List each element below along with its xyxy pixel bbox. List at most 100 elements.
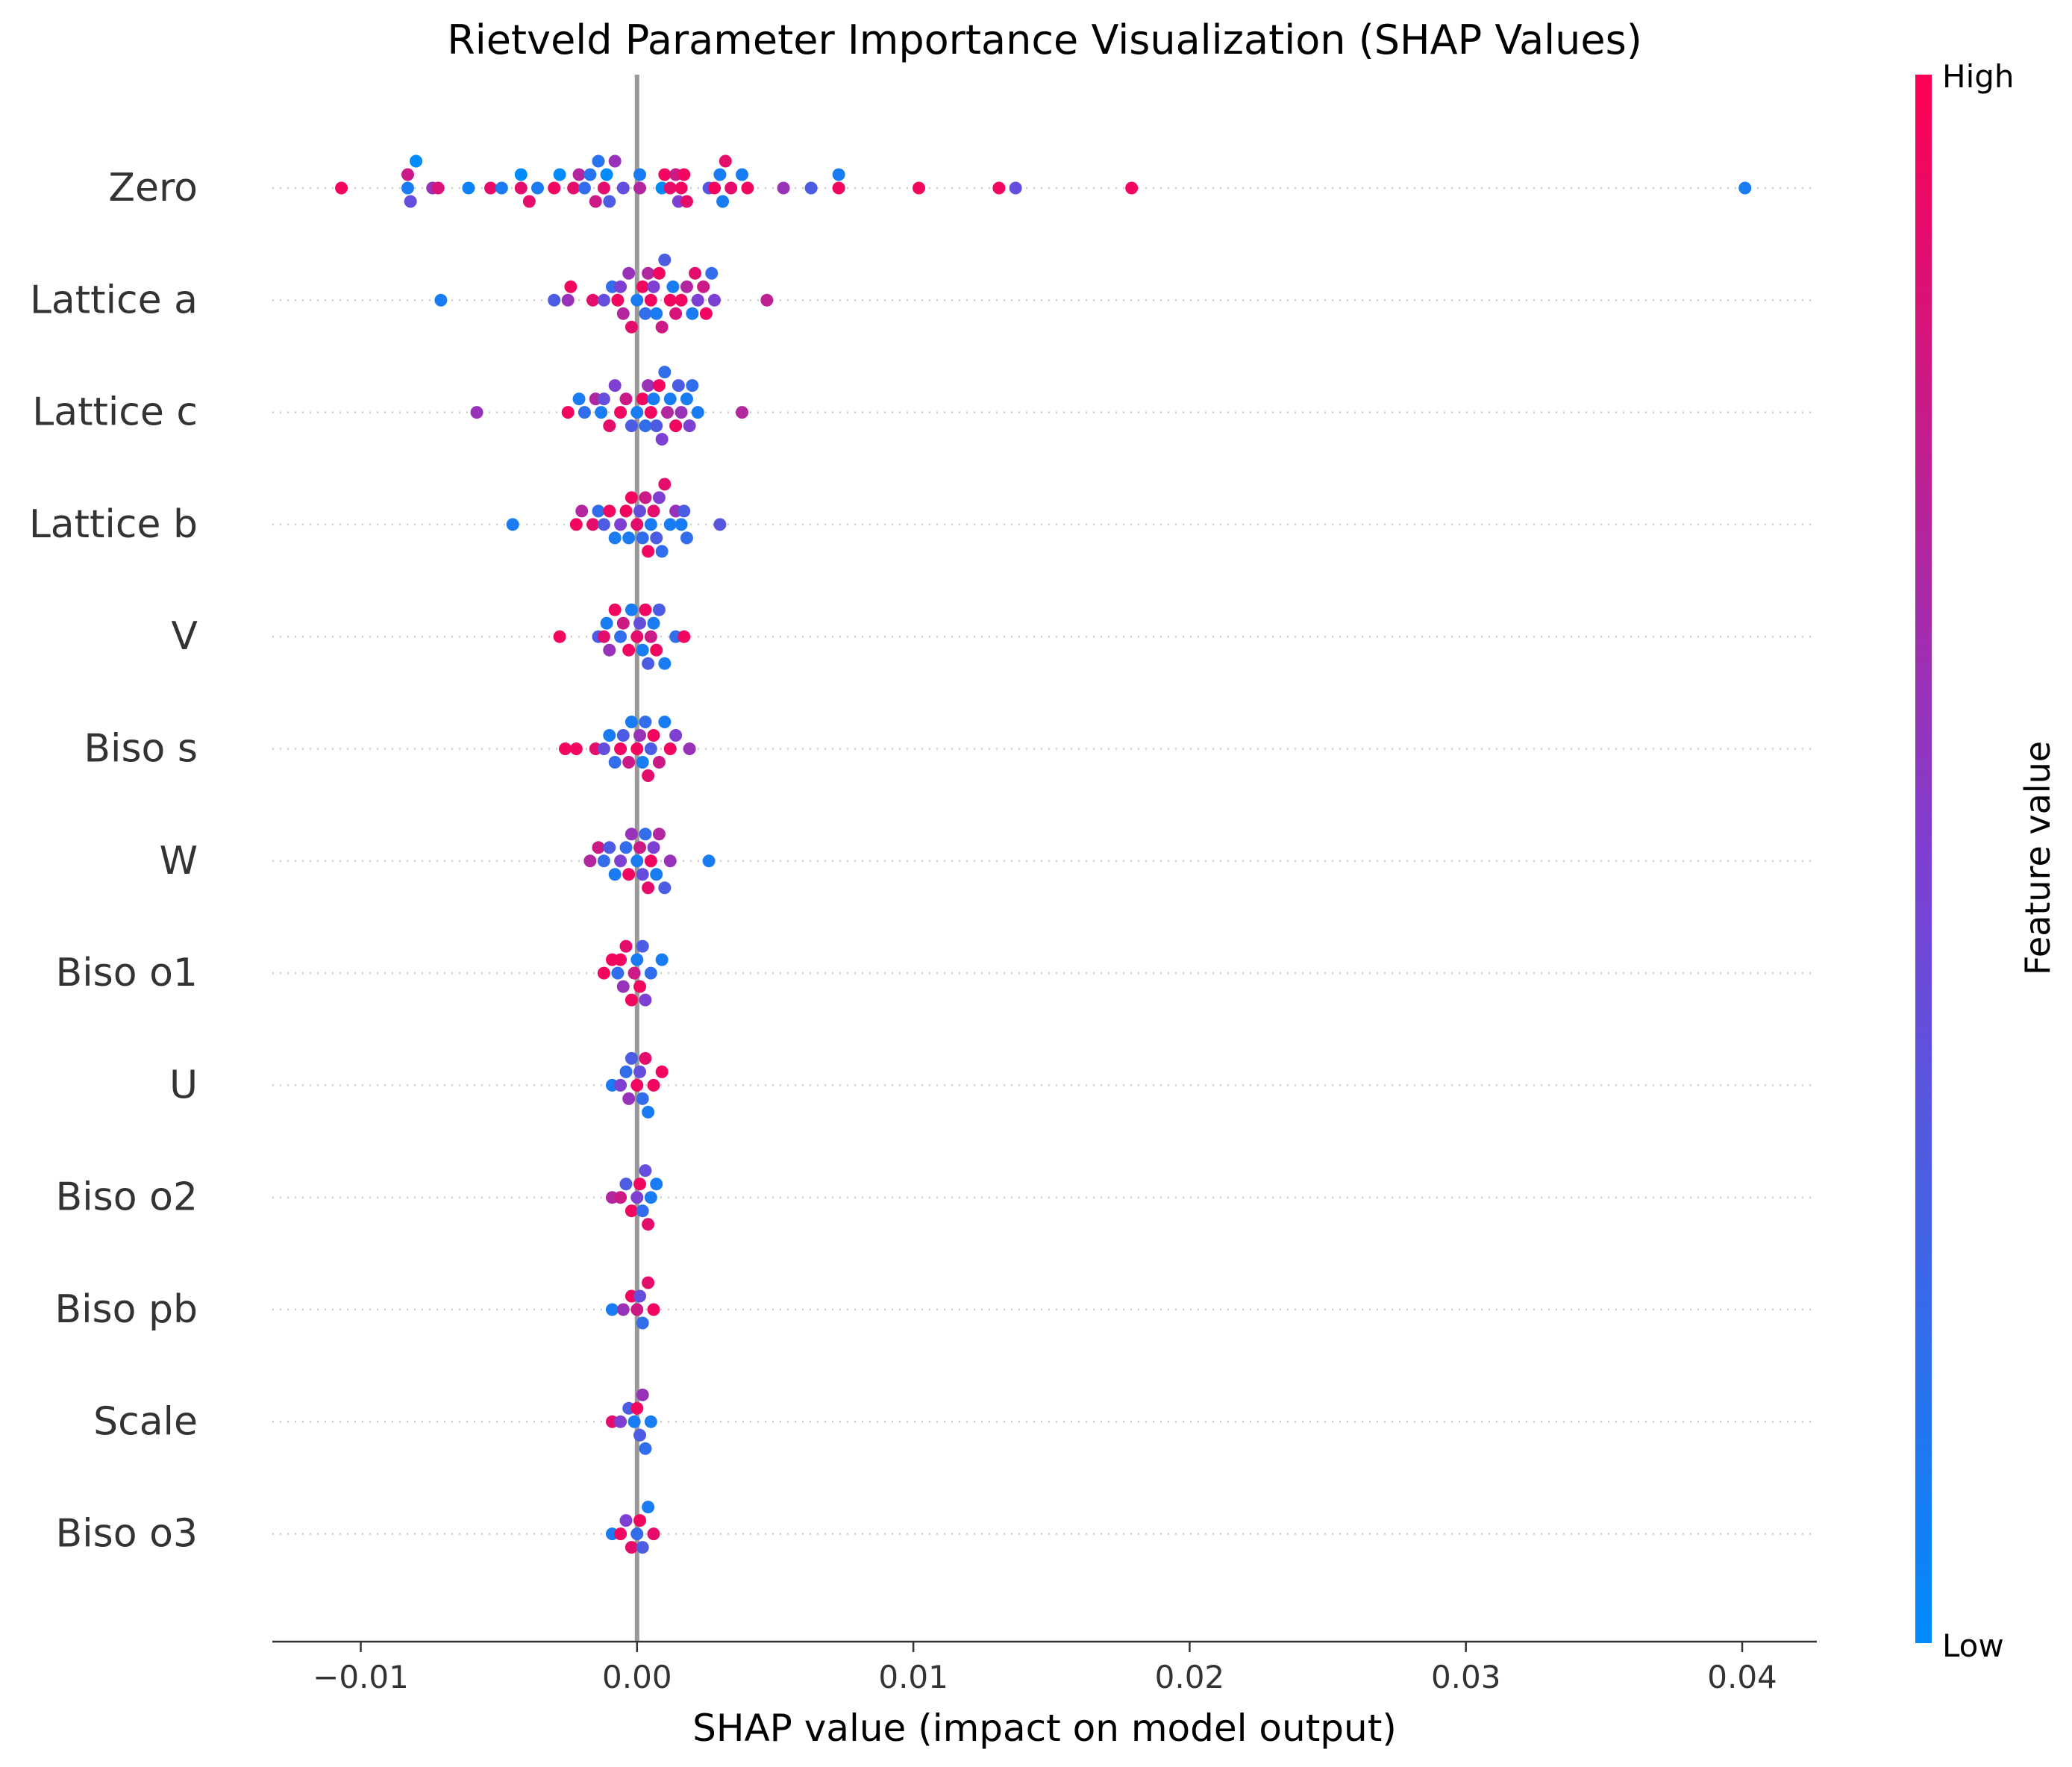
data-point <box>627 966 641 980</box>
data-point <box>644 630 657 643</box>
data-point <box>683 742 696 755</box>
data-point <box>548 293 561 307</box>
data-point <box>639 491 652 504</box>
data-point <box>630 630 644 643</box>
data-point <box>661 406 675 419</box>
feature-label: Biso pb <box>54 1287 198 1332</box>
data-point <box>644 854 657 868</box>
data-point <box>636 1388 649 1401</box>
data-point <box>597 181 610 195</box>
data-point <box>655 433 669 446</box>
data-point <box>675 293 688 307</box>
data-point <box>597 393 610 406</box>
data-point <box>567 181 580 195</box>
data-point <box>630 1191 644 1204</box>
data-point <box>650 531 663 545</box>
data-point <box>639 603 652 616</box>
data-point <box>630 1078 644 1092</box>
data-point <box>642 769 655 782</box>
data-point <box>625 603 638 616</box>
data-point <box>642 657 655 670</box>
data-point <box>636 643 649 657</box>
data-point <box>992 181 1006 195</box>
data-point <box>669 307 683 320</box>
data-point <box>611 293 625 307</box>
data-point <box>699 307 713 320</box>
data-point <box>639 1051 652 1065</box>
data-point <box>614 854 627 868</box>
data-point <box>578 181 591 195</box>
data-point <box>614 630 627 643</box>
data-point <box>633 504 647 518</box>
data-point <box>686 379 699 393</box>
data-point <box>675 406 688 419</box>
data-point <box>625 993 638 1007</box>
data-point <box>680 393 693 406</box>
data-point <box>404 195 417 208</box>
data-point <box>561 293 575 307</box>
data-point <box>572 393 586 406</box>
data-point <box>652 756 666 769</box>
data-point <box>625 1051 638 1065</box>
feature-label: Lattice a <box>30 278 198 322</box>
data-point <box>677 168 691 181</box>
data-point <box>705 266 719 280</box>
data-point <box>639 1442 652 1455</box>
x-tick-label: −0.01 <box>313 1659 409 1695</box>
data-point <box>622 868 636 881</box>
data-point <box>616 181 630 195</box>
data-point <box>431 181 445 195</box>
data-point <box>716 195 730 208</box>
data-point <box>625 491 638 504</box>
data-point <box>616 616 630 630</box>
data-point <box>636 1541 649 1554</box>
data-point <box>658 716 672 728</box>
data-point <box>644 966 657 980</box>
data-point <box>642 1501 655 1514</box>
data-point <box>633 1289 647 1303</box>
data-point <box>462 181 475 195</box>
data-point <box>530 181 544 195</box>
data-point <box>603 841 616 854</box>
colorbar-title: Feature value <box>2018 741 2058 975</box>
data-point <box>650 419 663 433</box>
data-point <box>616 729 630 742</box>
x-tick-label: 0.01 <box>878 1659 948 1695</box>
data-point <box>622 266 636 280</box>
data-point <box>644 1415 657 1428</box>
data-point <box>569 742 583 755</box>
data-point <box>636 1092 649 1105</box>
data-point <box>619 841 633 854</box>
data-point <box>636 393 649 406</box>
data-point <box>697 280 710 293</box>
data-point <box>592 841 605 854</box>
data-point <box>680 280 693 293</box>
data-point <box>633 841 647 854</box>
data-point <box>597 630 610 643</box>
x-tick-label: 0.02 <box>1155 1659 1225 1695</box>
data-point <box>658 881 672 895</box>
data-point <box>658 366 672 379</box>
data-point <box>633 181 647 195</box>
feature-label: U <box>169 1063 198 1107</box>
data-point <box>611 966 625 980</box>
data-point <box>636 1316 649 1330</box>
data-point <box>572 168 586 181</box>
data-point <box>633 1428 647 1442</box>
data-point <box>633 168 647 181</box>
data-point <box>619 504 633 518</box>
data-point <box>713 518 727 531</box>
data-point <box>663 742 677 755</box>
feature-label: Scale <box>93 1399 198 1444</box>
data-point <box>495 181 508 195</box>
data-point <box>589 195 602 208</box>
data-point <box>677 504 691 518</box>
data-point <box>583 854 597 868</box>
feature-label: Zero <box>108 166 198 210</box>
data-point <box>642 881 655 895</box>
data-point <box>625 1204 638 1218</box>
data-point <box>1009 181 1022 195</box>
data-point <box>608 756 622 769</box>
data-point <box>642 1105 655 1119</box>
data-point <box>633 1178 647 1191</box>
